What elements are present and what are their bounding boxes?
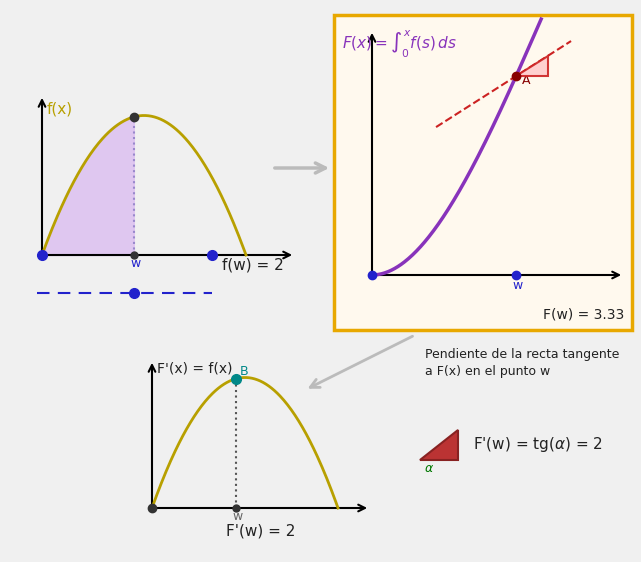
Polygon shape bbox=[420, 430, 458, 460]
Text: w: w bbox=[513, 279, 523, 292]
Text: f(x): f(x) bbox=[47, 101, 73, 116]
Text: Pendiente de la recta tangente: Pendiente de la recta tangente bbox=[425, 348, 619, 361]
Text: F(w) = 3.33: F(w) = 3.33 bbox=[543, 308, 624, 322]
FancyBboxPatch shape bbox=[334, 15, 632, 330]
Text: F'(w) = tg($\alpha$) = 2: F'(w) = tg($\alpha$) = 2 bbox=[473, 436, 603, 455]
Text: B: B bbox=[240, 365, 248, 378]
Text: w: w bbox=[233, 510, 243, 523]
Text: f(w) = 2: f(w) = 2 bbox=[222, 258, 284, 273]
Text: $F(x) = \int_0^x f(s)\,ds$: $F(x) = \int_0^x f(s)\,ds$ bbox=[342, 29, 457, 60]
Text: w: w bbox=[131, 257, 141, 270]
Text: a F(x) en el punto w: a F(x) en el punto w bbox=[425, 365, 550, 378]
Text: F'(x) = f(x): F'(x) = f(x) bbox=[157, 361, 233, 375]
Text: $\alpha$: $\alpha$ bbox=[424, 462, 434, 475]
Text: F'(w) = 2: F'(w) = 2 bbox=[226, 524, 296, 539]
Text: A: A bbox=[522, 74, 531, 87]
Polygon shape bbox=[516, 56, 548, 76]
